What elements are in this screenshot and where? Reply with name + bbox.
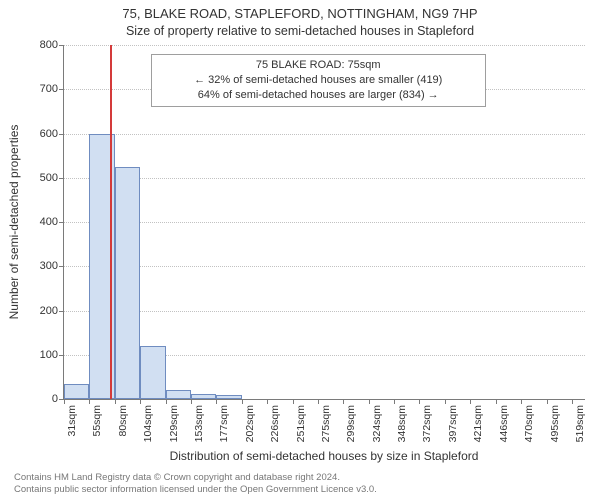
xtick-mark [242,399,243,404]
xtick-label: 202sqm [244,405,256,442]
xtick-mark [267,399,268,404]
xtick-mark [547,399,548,404]
xtick-label: 177sqm [218,405,230,442]
ytick-label: 400 [40,216,58,228]
ytick-label: 300 [40,260,58,272]
xtick-mark [293,399,294,404]
reference-line [110,45,112,399]
plot-area: 010020030040050060070080031sqm55sqm80sqm… [63,45,585,400]
xtick-mark [166,399,167,404]
histogram-bar [115,167,140,399]
xtick-label: 348sqm [396,405,408,442]
ytick-label: 100 [40,349,58,361]
annotation-line: ← 32% of semi-detached houses are smalle… [160,73,477,88]
xtick-label: 324sqm [371,405,383,442]
xtick-label: 372sqm [421,405,433,442]
xtick-mark [496,399,497,404]
gridline [64,45,585,46]
xtick-label: 299sqm [345,405,357,442]
xtick-label: 55sqm [91,405,103,437]
xtick-mark [343,399,344,404]
gridline [64,266,585,267]
xtick-mark [369,399,370,404]
xtick-label: 275sqm [320,405,332,442]
ytick-label: 0 [52,393,58,405]
chart-container: 75, BLAKE ROAD, STAPLEFORD, NOTTINGHAM, … [0,0,600,500]
gridline [64,222,585,223]
footer-attribution: Contains HM Land Registry data © Crown c… [14,472,377,496]
gridline [64,134,585,135]
xtick-label: 129sqm [168,405,180,442]
xtick-mark [115,399,116,404]
ytick-mark [59,355,64,356]
xtick-label: 104sqm [142,405,154,442]
ytick-mark [59,266,64,267]
xtick-label: 421sqm [472,405,484,442]
ytick-label: 800 [40,39,58,51]
ytick-mark [59,311,64,312]
ytick-label: 600 [40,128,58,140]
ytick-mark [59,222,64,223]
xtick-mark [419,399,420,404]
histogram-bar [191,394,216,399]
xtick-label: 226sqm [269,405,281,442]
xtick-mark [89,399,90,404]
annotation-box: 75 BLAKE ROAD: 75sqm← 32% of semi-detach… [151,54,486,107]
histogram-bar [140,346,166,399]
xtick-mark [572,399,573,404]
ytick-label: 200 [40,305,58,317]
ytick-mark [59,134,64,135]
title-sub: Size of property relative to semi-detach… [0,24,600,38]
xtick-mark [64,399,65,404]
title-main: 75, BLAKE ROAD, STAPLEFORD, NOTTINGHAM, … [0,6,600,21]
annotation-line: 64% of semi-detached houses are larger (… [160,88,477,103]
xtick-label: 495sqm [549,405,561,442]
histogram-bar [166,390,191,399]
ytick-mark [59,178,64,179]
xtick-mark [470,399,471,404]
xtick-mark [318,399,319,404]
gridline [64,178,585,179]
xtick-mark [140,399,141,404]
footer-line-1: Contains HM Land Registry data © Crown c… [14,472,377,484]
ytick-label: 500 [40,172,58,184]
xtick-label: 519sqm [574,405,586,442]
xtick-mark [216,399,217,404]
xtick-label: 446sqm [498,405,510,442]
ytick-label: 700 [40,83,58,95]
histogram-bar [64,384,89,399]
y-axis-label: Number of semi-detached properties [7,125,21,320]
x-axis-label: Distribution of semi-detached houses by … [63,449,585,463]
xtick-mark [521,399,522,404]
xtick-mark [445,399,446,404]
xtick-label: 80sqm [117,405,129,437]
annotation-line: 75 BLAKE ROAD: 75sqm [160,58,477,73]
xtick-label: 470sqm [523,405,535,442]
xtick-label: 31sqm [66,405,78,437]
gridline [64,311,585,312]
xtick-mark [191,399,192,404]
xtick-label: 397sqm [447,405,459,442]
ytick-mark [59,89,64,90]
histogram-bar [216,395,242,399]
xtick-mark [394,399,395,404]
xtick-label: 251sqm [295,405,307,442]
xtick-label: 153sqm [193,405,205,442]
ytick-mark [59,45,64,46]
footer-line-2: Contains public sector information licen… [14,484,377,496]
